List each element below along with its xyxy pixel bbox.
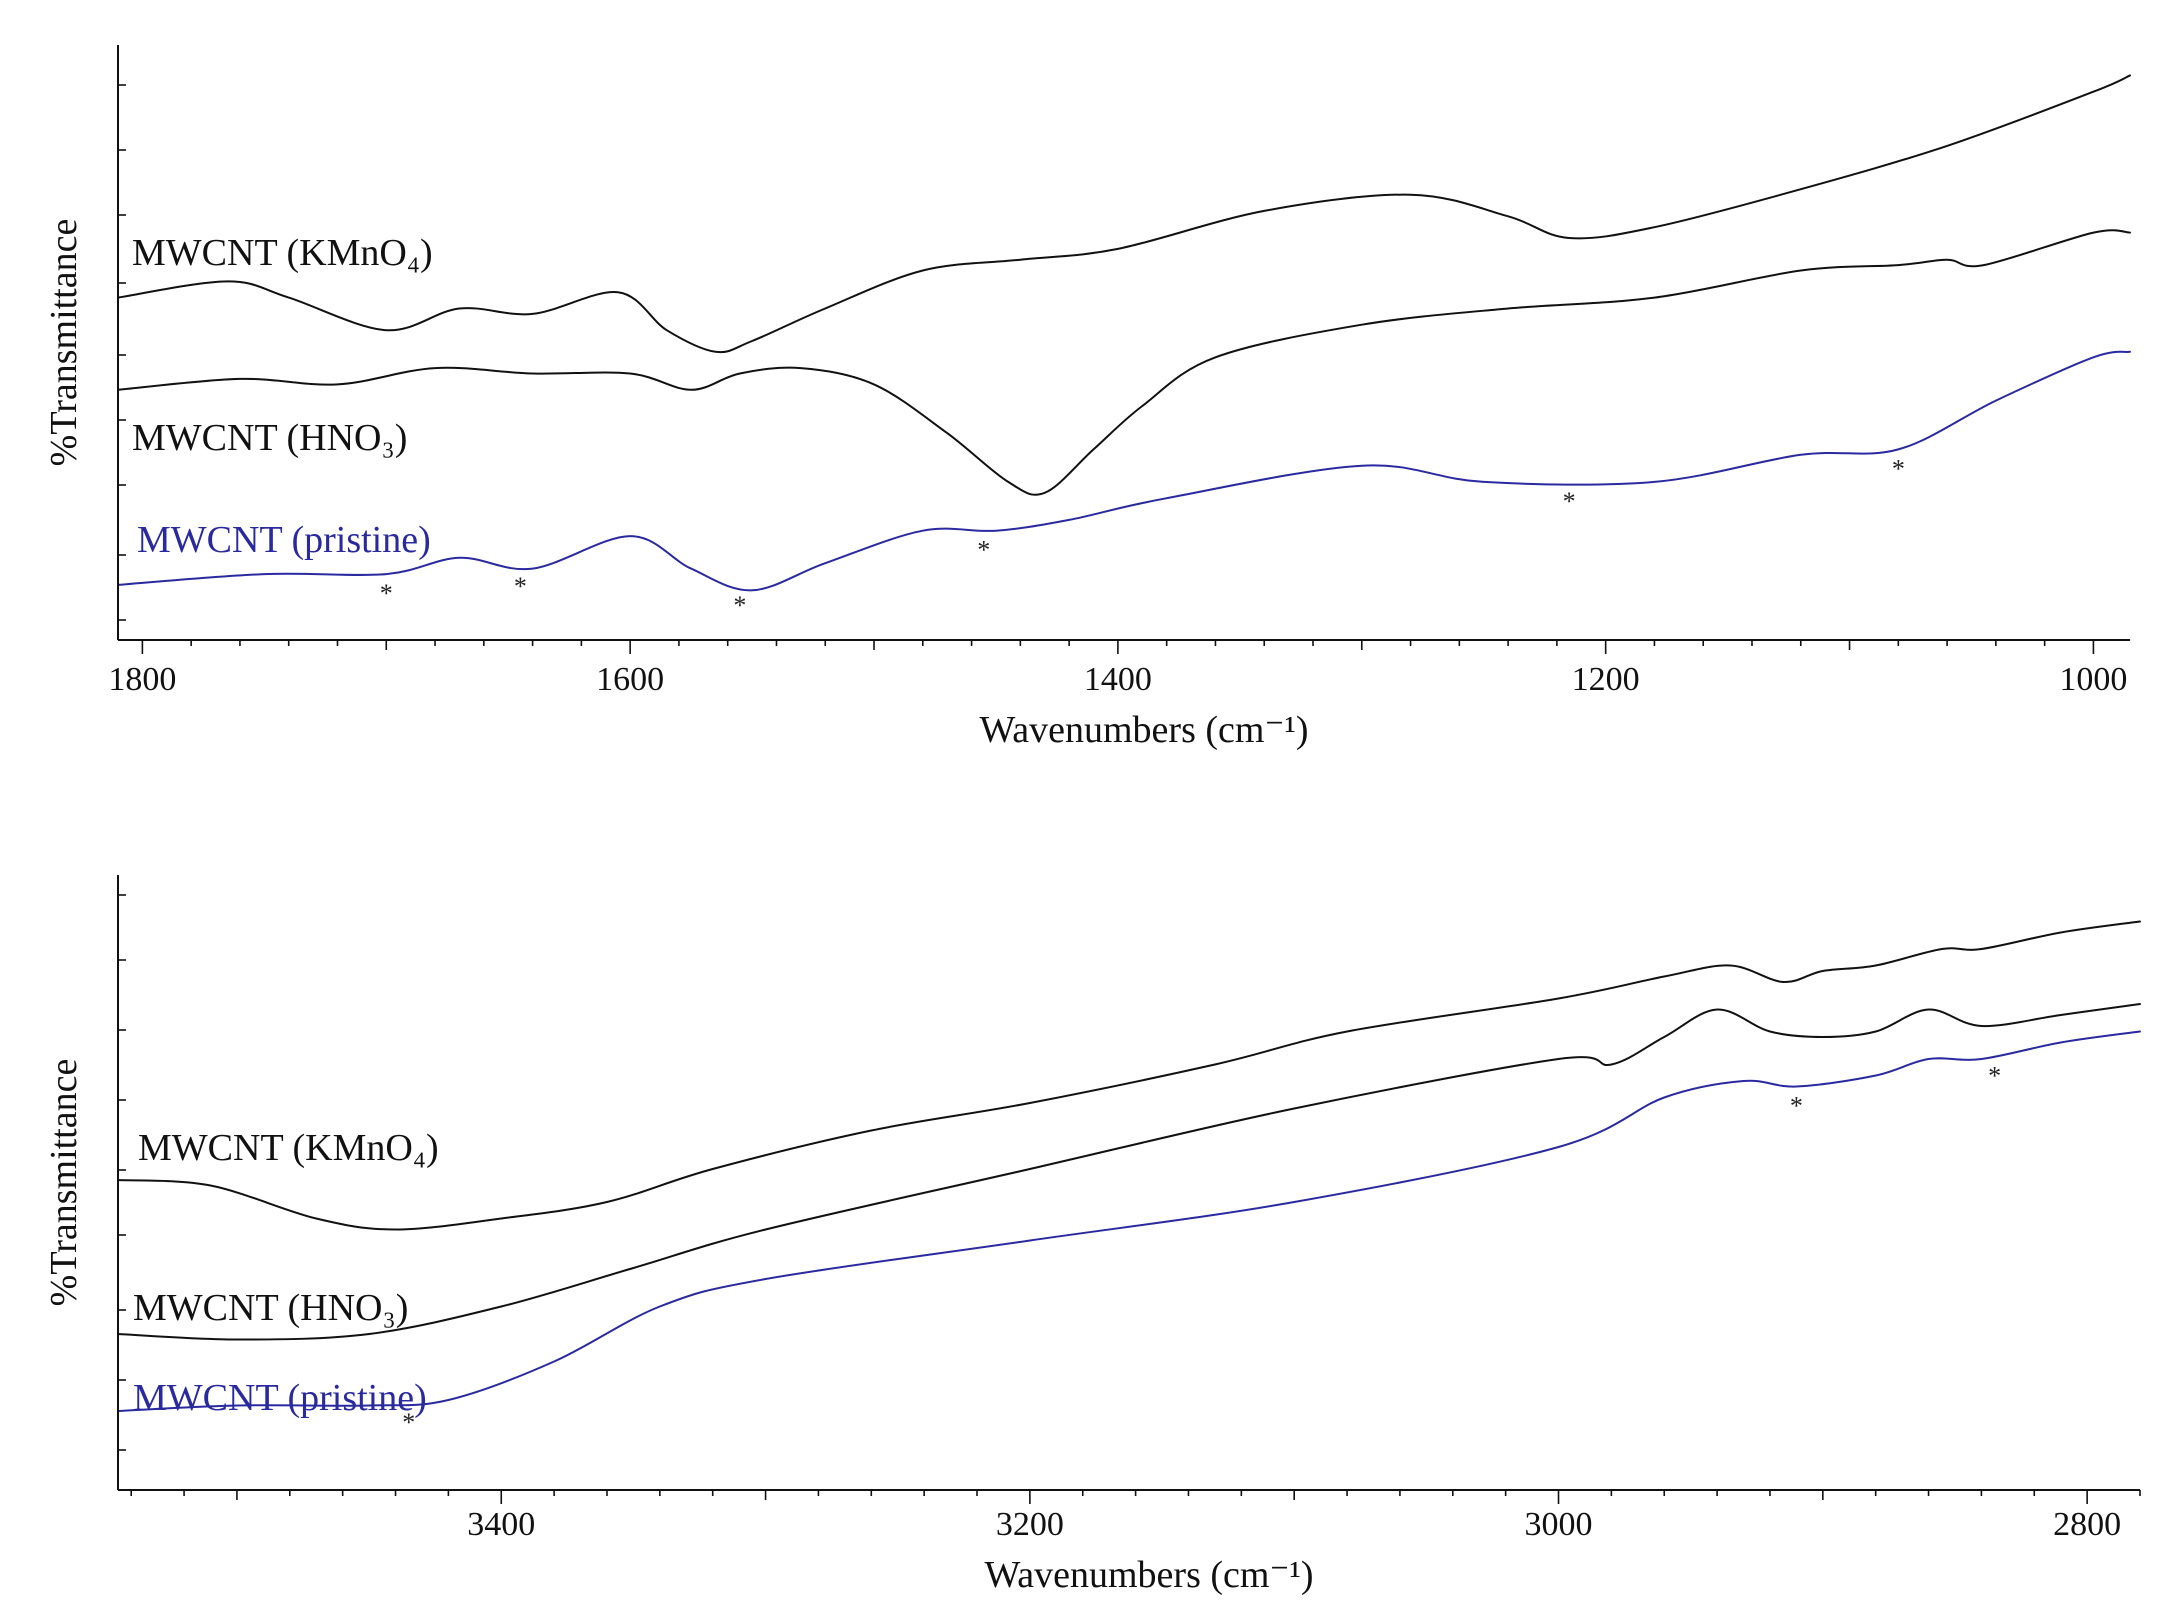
peak-marker: * xyxy=(514,572,527,601)
ftir-panel-top: 1800 1600 1400 1200 1000 * * * * * * %Transmittan… xyxy=(43,45,2131,751)
series-label-kmno4: MWCNT (KMnO₄) xyxy=(138,1127,439,1169)
series-label-hno3: MWCNT (HNO₃) xyxy=(132,417,407,459)
peak-marker: * xyxy=(380,579,393,608)
series-line-kmno4 xyxy=(117,920,2141,1231)
peak-marker: * xyxy=(977,536,990,565)
x-tick-label: 3200 xyxy=(996,1506,1064,1543)
peak-marker: * xyxy=(402,1408,415,1437)
series-label-pristine: MWCNT (pristine) xyxy=(137,519,431,561)
x-tick-marks: 1800 1600 1400 1200 1000 xyxy=(108,640,2127,698)
peak-marker: * xyxy=(1563,487,1576,516)
peak-marker: * xyxy=(733,591,746,620)
x-tick-label: 2800 xyxy=(2053,1506,2121,1543)
y-tick-marks xyxy=(118,84,126,621)
series-label-hno3: MWCNT (HNO₃) xyxy=(133,1287,408,1329)
series-label-kmno4: MWCNT (KMnO₄) xyxy=(132,232,433,274)
ftir-panel-bottom: 3400 3200 3000 2800 * * * %Transmittance Wave… xyxy=(43,875,2141,1596)
peak-marker: * xyxy=(1790,1092,1803,1121)
x-tick-label: 3000 xyxy=(1525,1506,1593,1543)
series-line-hno3 xyxy=(117,229,2131,496)
x-axis-title: Wavenumbers (cm⁻¹) xyxy=(984,1554,1313,1596)
x-tick-label: 1000 xyxy=(2059,661,2127,698)
x-tick-label: 1600 xyxy=(596,661,664,698)
peak-markers: * * * xyxy=(402,1061,2001,1437)
x-tick-label: 1400 xyxy=(1084,661,1152,698)
y-tick-marks xyxy=(118,894,126,1451)
spectrum-lines xyxy=(117,74,2131,592)
series-line-pristine xyxy=(117,350,2131,592)
peak-marker: * xyxy=(1988,1061,2001,1090)
y-axis-title: %Transmittance xyxy=(43,219,85,467)
x-tick-label: 1800 xyxy=(108,661,176,698)
x-tick-marks: 3400 3200 3000 2800 xyxy=(130,1490,2141,1543)
spectrum-lines xyxy=(117,920,2141,1412)
series-label-pristine: MWCNT (pristine) xyxy=(133,1377,427,1419)
x-tick-label: 3400 xyxy=(467,1506,535,1543)
series-line-hno3 xyxy=(117,1003,2141,1341)
peak-marker: * xyxy=(1892,454,1905,483)
y-axis-title: %Transmittance xyxy=(43,1059,85,1307)
x-tick-label: 1200 xyxy=(1572,661,1640,698)
peak-markers: * * * * * * xyxy=(380,454,1905,620)
series-line-pristine xyxy=(117,1030,2141,1412)
x-axis-title: Wavenumbers (cm⁻¹) xyxy=(979,709,1308,751)
series-line-kmno4 xyxy=(117,74,2131,354)
